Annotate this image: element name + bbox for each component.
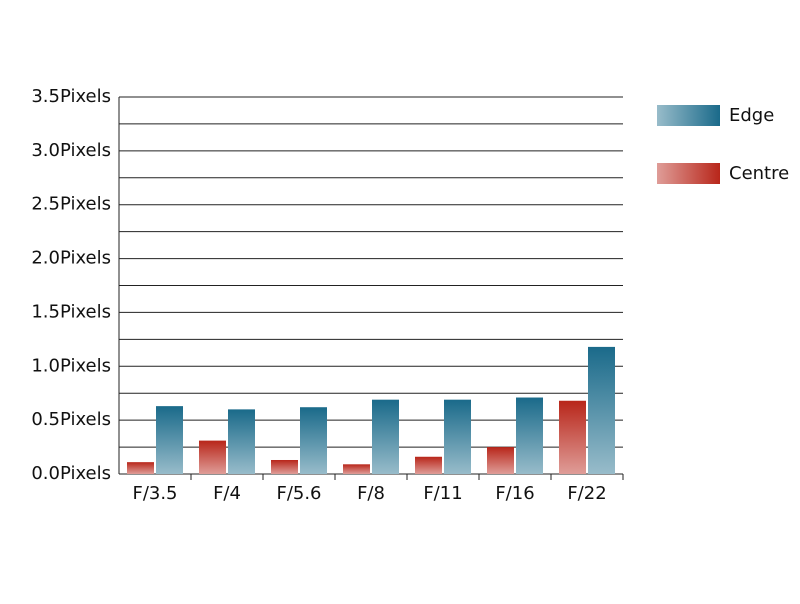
y-tick-label: 3.0Pixels bbox=[31, 140, 111, 161]
bar bbox=[588, 346, 615, 474]
bar bbox=[415, 456, 442, 474]
y-tick-label: 1.0Pixels bbox=[31, 355, 111, 376]
legend-label: Edge bbox=[729, 105, 774, 126]
x-tick-label: F/5.6 bbox=[276, 483, 321, 504]
legend-label: Centre bbox=[729, 163, 789, 184]
x-tick-label: F/3.5 bbox=[132, 483, 177, 504]
bar bbox=[343, 464, 370, 474]
x-tick-label: F/11 bbox=[423, 483, 462, 504]
y-tick-label: 3.5Pixels bbox=[31, 86, 111, 107]
bar bbox=[199, 440, 226, 474]
bar bbox=[444, 399, 471, 474]
bar bbox=[516, 397, 543, 474]
y-tick-label: 2.0Pixels bbox=[31, 248, 111, 269]
legend-swatch bbox=[657, 163, 720, 184]
bar bbox=[559, 400, 586, 474]
x-tick-label: F/22 bbox=[567, 483, 606, 504]
bar bbox=[271, 459, 298, 474]
x-tick-label: F/8 bbox=[357, 483, 385, 504]
bar bbox=[487, 447, 514, 474]
y-tick-label: 1.5Pixels bbox=[31, 301, 111, 322]
bar bbox=[228, 409, 255, 474]
bar bbox=[156, 406, 183, 474]
x-tick-label: F/4 bbox=[213, 483, 241, 504]
bar bbox=[372, 399, 399, 474]
bar bbox=[127, 462, 154, 474]
y-tick-label: 0.5Pixels bbox=[31, 409, 111, 430]
bar bbox=[300, 407, 327, 474]
y-tick-label: 2.5Pixels bbox=[31, 194, 111, 215]
x-tick-label: F/16 bbox=[495, 483, 534, 504]
legend-swatch bbox=[657, 105, 720, 126]
y-tick-label: 0.0Pixels bbox=[31, 463, 111, 484]
